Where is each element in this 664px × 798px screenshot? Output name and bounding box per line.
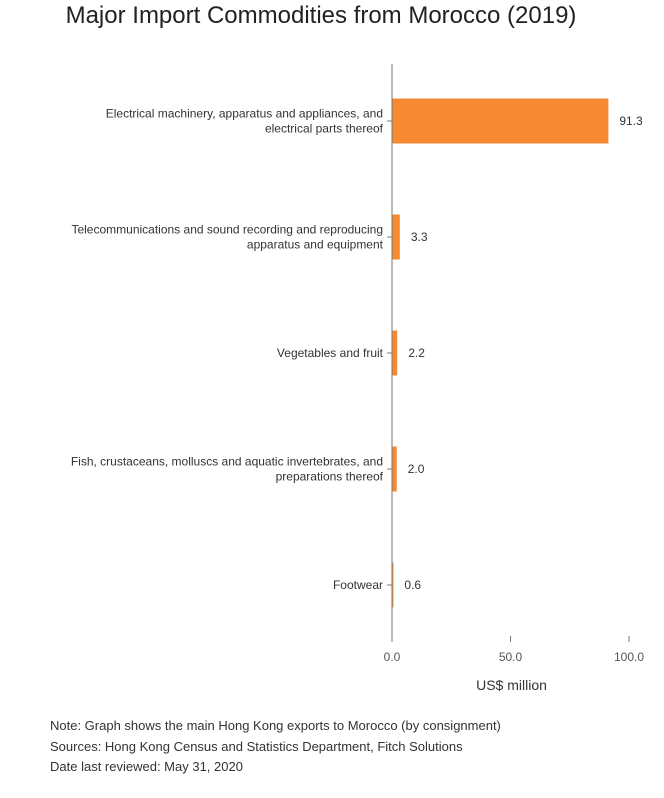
note-line: Note: Graph shows the main Hong Kong exp… [50,718,501,733]
bar [392,98,609,144]
bar [392,562,394,608]
chart-title: Major Import Commodities from Morocco (2… [65,2,577,29]
x-ticks-group: 0.0 50.0 100.0 [384,636,644,664]
source-line: Sources: Hong Kong Census and Statistics… [50,738,463,754]
x-tick-label: 50.0 [499,650,523,664]
category-label: preparations thereof [276,470,384,484]
value-label: 2.2 [408,346,425,360]
x-tick-label: 100.0 [614,650,644,664]
category-label: Fish, crustaceans, molluscs and aquatic … [71,455,383,469]
category-labels-group: Electrical machinery, apparatus and appl… [71,107,392,592]
bar [392,330,398,376]
category-label: Footwear [333,578,383,592]
footnotes: Note: Graph shows the main Hong Kong exp… [50,716,501,778]
category-label: apparatus and equipment [247,238,384,252]
x-axis-title: US$ million [476,677,547,693]
bar-chart: Electrical machinery, apparatus and appl… [71,64,644,693]
value-label: 2.0 [408,462,425,476]
category-label: Vegetables and fruit [277,346,384,360]
value-label: 3.3 [411,230,428,244]
category-label: Electrical machinery, apparatus and appl… [106,107,383,121]
x-tick-label: 0.0 [384,650,401,664]
value-label: 91.3 [619,114,643,128]
value-label: 0.6 [404,578,421,592]
value-labels-group: 91.3 3.3 2.2 2.0 0.6 [404,114,643,592]
bar [392,214,400,260]
bar [392,446,397,492]
category-label: Telecommunications and sound recording a… [71,223,383,237]
date-reviewed-line: Date last reviewed: May 31, 2020 [50,759,243,774]
category-label: electrical parts thereof [265,122,384,136]
bars-group [392,98,609,608]
